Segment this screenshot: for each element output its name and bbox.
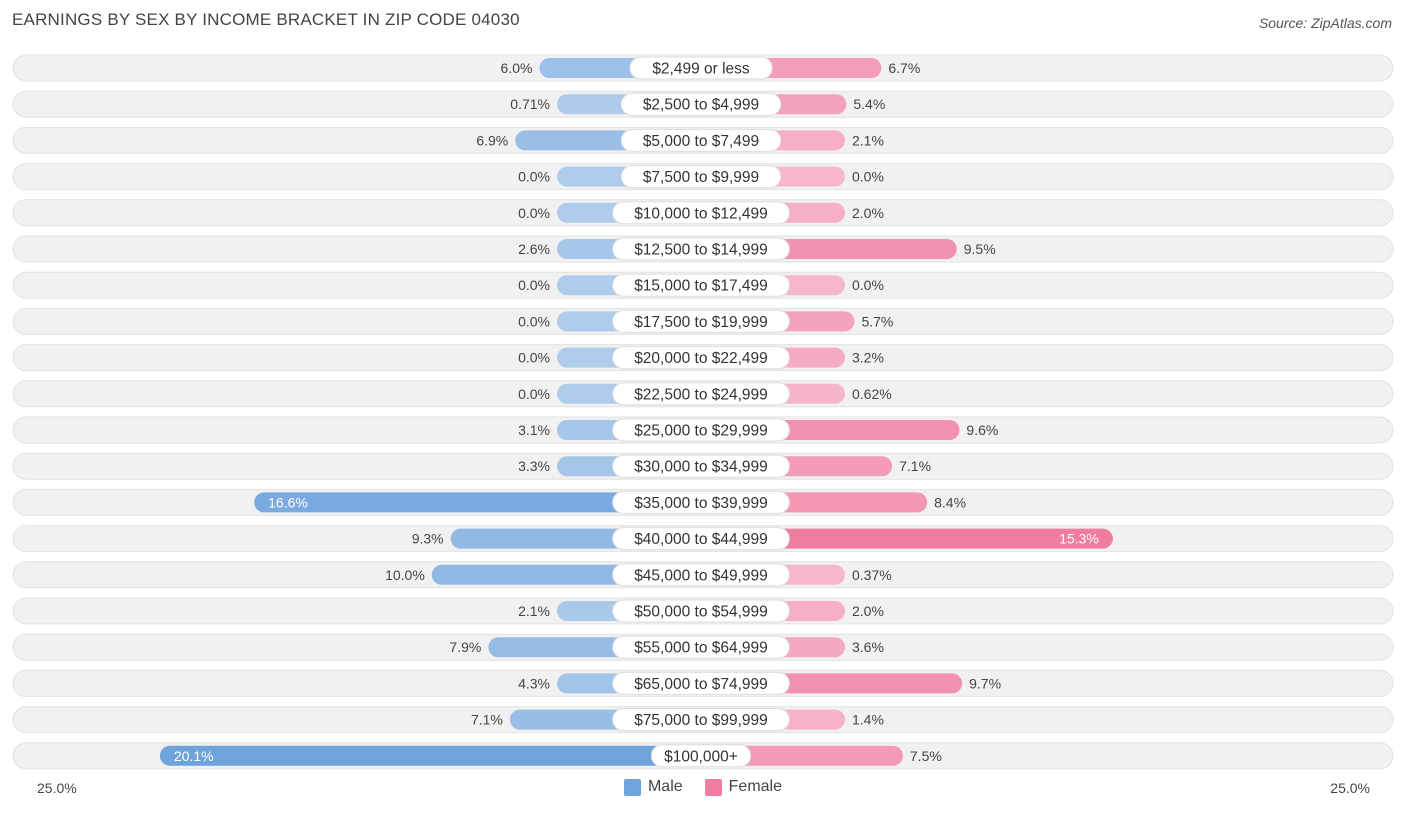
category-pill (612, 273, 790, 297)
category-label: $65,000 to $74,999 (634, 676, 768, 693)
category-pill (612, 201, 790, 225)
category-pill (612, 237, 790, 261)
female-value-label: 6.7% (888, 60, 920, 76)
category-pill (612, 635, 790, 659)
male-value-label: 0.0% (518, 350, 550, 366)
male-value-label: 6.0% (501, 60, 533, 76)
axis-left-label: 25.0% (37, 780, 77, 796)
category-label: $7,500 to $9,999 (643, 169, 759, 186)
category-label: $75,000 to $99,999 (634, 712, 768, 729)
category-label: $12,500 to $14,999 (634, 242, 768, 259)
female-value-label: 2.0% (852, 603, 884, 619)
category-pill (620, 165, 782, 189)
male-value-label: 16.6% (268, 494, 308, 510)
category-pill (612, 454, 790, 478)
male-value-label: 9.3% (412, 531, 444, 547)
female-swatch (704, 778, 722, 796)
category-pill (650, 744, 752, 768)
female-value-label: 2.0% (852, 205, 884, 221)
female-value-label: 9.5% (964, 241, 996, 257)
male-value-label: 0.0% (518, 169, 550, 185)
category-pill (612, 346, 790, 370)
category-pill (620, 92, 782, 116)
legend-male-label: Male (647, 778, 683, 795)
male-bar (254, 492, 702, 513)
category-pill (612, 708, 790, 732)
legend-item-male[interactable]: Male (623, 778, 683, 796)
category-pill (612, 563, 790, 587)
female-value-label: 0.37% (852, 567, 892, 583)
category-label: $15,000 to $17,499 (634, 278, 768, 295)
male-value-label: 20.1% (174, 748, 214, 764)
male-value-label: 10.0% (385, 567, 425, 583)
male-value-label: 2.6% (518, 241, 550, 257)
male-bar (159, 745, 701, 766)
female-bar (701, 528, 1113, 549)
male-value-label: 0.0% (518, 277, 550, 293)
female-bar (701, 745, 903, 766)
female-value-label: 9.7% (969, 675, 1001, 691)
category-pill (612, 382, 790, 406)
female-value-label: 3.6% (852, 639, 884, 655)
category-pill (620, 128, 782, 152)
category-label: $10,000 to $12,499 (634, 205, 768, 222)
legend-item-female[interactable]: Female (704, 778, 783, 796)
category-pill (612, 418, 790, 442)
male-value-label: 2.1% (518, 603, 550, 619)
category-label: $2,500 to $4,999 (643, 97, 759, 114)
category-label: $22,500 to $24,999 (634, 386, 768, 403)
male-value-label: 0.0% (518, 386, 550, 402)
source-label: Source: ZipAtlas.com (1258, 15, 1392, 31)
category-pill (612, 527, 790, 551)
male-value-label: 3.3% (518, 458, 550, 474)
legend-female-label: Female (728, 778, 783, 795)
category-pill (629, 56, 773, 80)
male-value-label: 0.71% (510, 96, 550, 112)
chart-title: EARNINGS BY SEX BY INCOME BRACKET IN ZIP… (12, 10, 520, 29)
male-value-label: 7.9% (449, 639, 481, 655)
axis-right-label: 25.0% (1330, 780, 1370, 796)
female-value-label: 9.6% (966, 422, 998, 438)
male-swatch (623, 778, 641, 796)
female-value-label: 0.0% (852, 277, 884, 293)
male-value-label: 4.3% (518, 675, 550, 691)
category-label: $25,000 to $29,999 (634, 423, 768, 440)
category-label: $17,500 to $19,999 (634, 314, 768, 331)
category-label: $45,000 to $49,999 (634, 567, 768, 584)
male-value-label: 6.9% (476, 132, 508, 148)
category-label: $5,000 to $7,499 (643, 133, 759, 150)
female-value-label: 7.1% (899, 458, 931, 474)
female-value-label: 7.5% (910, 748, 942, 764)
category-label: $50,000 to $54,999 (634, 604, 768, 621)
female-value-label: 5.4% (853, 96, 885, 112)
male-value-label: 3.1% (518, 422, 550, 438)
category-pill (612, 599, 790, 623)
female-value-label: 15.3% (1059, 531, 1099, 547)
category-label: $20,000 to $22,499 (634, 350, 768, 367)
category-pill (612, 490, 790, 514)
female-value-label: 5.7% (861, 313, 893, 329)
female-value-label: 2.1% (852, 132, 884, 148)
female-value-label: 8.4% (934, 494, 966, 510)
category-label: $35,000 to $39,999 (634, 495, 768, 512)
male-value-label: 0.0% (518, 205, 550, 221)
category-pill (612, 671, 790, 695)
female-value-label: 0.62% (852, 386, 892, 402)
female-value-label: 1.4% (852, 712, 884, 728)
female-value-label: 3.2% (852, 350, 884, 366)
category-label: $100,000+ (664, 748, 738, 765)
category-label: $2,499 or less (652, 61, 750, 78)
category-label: $40,000 to $44,999 (634, 531, 768, 548)
male-value-label: 0.0% (518, 313, 550, 329)
female-value-label: 0.0% (852, 169, 884, 185)
male-value-label: 7.1% (471, 712, 503, 728)
category-label: $55,000 to $64,999 (634, 640, 768, 657)
category-pill (612, 309, 790, 333)
category-label: $30,000 to $34,999 (634, 459, 768, 476)
legend: Male Female (0, 778, 1406, 796)
